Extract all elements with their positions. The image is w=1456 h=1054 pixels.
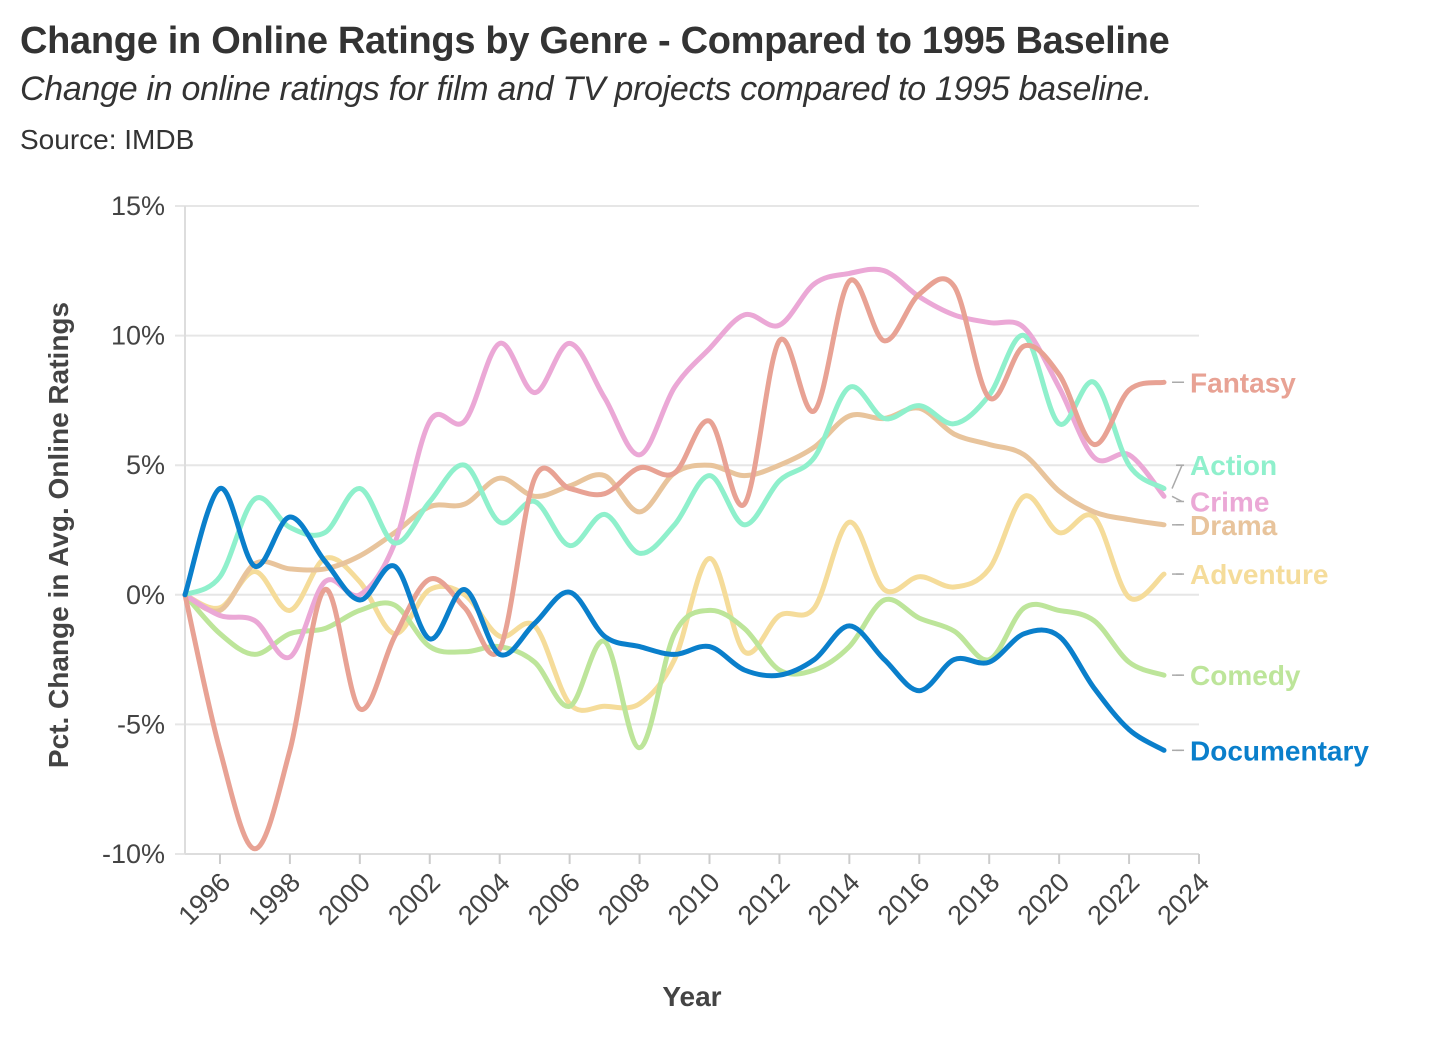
- x-tick-label: 2024: [1152, 867, 1216, 931]
- x-tick-label: 2020: [1012, 867, 1076, 931]
- label-connector-action: [1171, 464, 1183, 489]
- label-connector-crime: [1171, 495, 1183, 503]
- series-line-documentary: [182, 486, 1167, 753]
- x-axis-title: Year: [662, 981, 721, 1012]
- x-axis-ticks: 1996 1998 2000 2002 2004 2006 2008 2010 2012 2014…: [173, 854, 1216, 931]
- y-axis-ticks: -10% -5% 0% 5% 10% 15%: [102, 191, 165, 869]
- series-label-documentary: Documentary: [1190, 735, 1369, 766]
- y-tick-label: 15%: [111, 191, 165, 221]
- series-line-action: [182, 333, 1167, 598]
- series-label-fantasy: Fantasy: [1190, 367, 1296, 398]
- series-label-crime: Crime: [1190, 486, 1269, 517]
- x-tick-label: 2006: [522, 867, 586, 931]
- x-tick-label: 2018: [942, 867, 1006, 931]
- x-tick-label: 2000: [312, 867, 376, 931]
- x-tick-label: 1996: [173, 867, 237, 931]
- x-tick-label: 2010: [662, 867, 726, 931]
- y-tick-label: 10%: [111, 321, 165, 351]
- x-tick-label: 1998: [242, 867, 306, 931]
- series-label-action: Action: [1190, 450, 1277, 481]
- x-tick-label: 2012: [732, 867, 796, 931]
- y-tick-label: 5%: [126, 450, 165, 480]
- x-tick-label: 2002: [382, 867, 446, 931]
- x-tick-label: 2016: [872, 867, 936, 931]
- y-axis-title: Pct. Change in Avg. Online Ratings: [43, 302, 74, 768]
- series-label-drama: Drama: [1190, 510, 1278, 541]
- series-line-comedy: [182, 592, 1167, 751]
- chart-title: Change in Online Ratings by Genre - Comp…: [20, 20, 1170, 62]
- series-label-adventure: Adventure: [1190, 559, 1328, 590]
- chart-source: Source: IMDB: [20, 124, 195, 155]
- x-tick-label: 2022: [1082, 867, 1146, 931]
- series-line-fantasy: [182, 276, 1167, 852]
- y-tick-label: -5%: [117, 709, 165, 739]
- x-tick-label: 2004: [452, 867, 516, 931]
- series-label-comedy: Comedy: [1190, 660, 1301, 691]
- chart-subtitle: Change in online ratings for film and TV…: [20, 70, 1152, 108]
- series-lines: [182, 266, 1167, 852]
- y-tick-label: 0%: [126, 580, 165, 610]
- x-tick-label: 2014: [802, 867, 866, 931]
- y-tick-label: -10%: [102, 839, 165, 869]
- x-tick-label: 2008: [592, 867, 656, 931]
